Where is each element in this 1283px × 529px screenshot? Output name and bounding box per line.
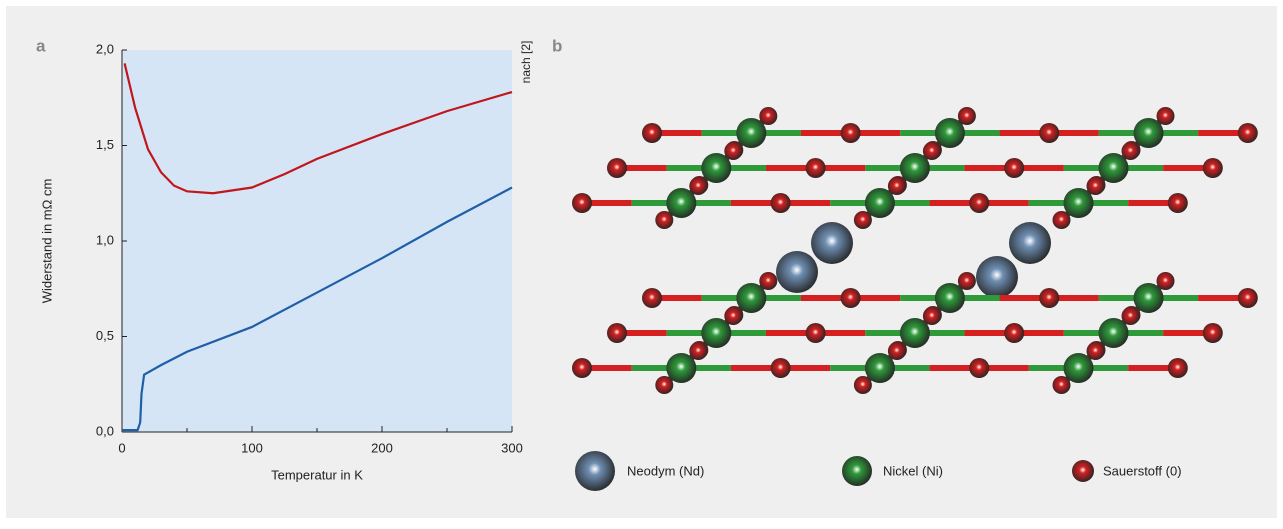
atom xyxy=(1099,318,1129,348)
y-tick-label: 1,0 xyxy=(96,232,114,247)
atom xyxy=(1087,177,1105,195)
atom xyxy=(1004,323,1024,343)
atom xyxy=(865,353,895,383)
atom xyxy=(842,456,872,486)
x-tick-label: 300 xyxy=(501,440,523,455)
y-tick-label: 0,5 xyxy=(96,328,114,343)
atom xyxy=(958,272,976,290)
atom xyxy=(736,118,766,148)
atom xyxy=(841,123,861,143)
y-tick-label: 1,5 xyxy=(96,137,114,152)
atom xyxy=(1203,323,1223,343)
atom xyxy=(865,188,895,218)
y-axis-label: Widerstand in mΩ cm xyxy=(39,179,54,304)
atom xyxy=(969,193,989,213)
legend-label: Sauerstoff (0) xyxy=(1103,463,1182,478)
atom xyxy=(935,118,965,148)
legend-label: Nickel (Ni) xyxy=(883,463,943,478)
atom xyxy=(888,177,906,195)
atom xyxy=(923,307,941,325)
atom xyxy=(1039,123,1059,143)
atom xyxy=(841,288,861,308)
x-axis-label: Temperatur in K xyxy=(271,467,363,482)
atom xyxy=(655,211,673,229)
atom xyxy=(923,142,941,160)
atom xyxy=(736,283,766,313)
atom xyxy=(771,358,791,378)
atom xyxy=(1168,193,1188,213)
atom xyxy=(806,323,826,343)
atom xyxy=(642,288,662,308)
atom xyxy=(759,272,777,290)
atom xyxy=(1238,123,1258,143)
atom xyxy=(811,222,853,264)
atom xyxy=(642,123,662,143)
atom xyxy=(701,318,731,348)
atom xyxy=(1004,158,1024,178)
x-tick-label: 0 xyxy=(118,440,125,455)
atom xyxy=(1009,222,1051,264)
atom xyxy=(607,323,627,343)
atom xyxy=(976,256,1018,298)
panel-label: b xyxy=(552,36,562,55)
atom xyxy=(607,158,627,178)
atom xyxy=(1087,342,1105,360)
atom xyxy=(575,451,615,491)
atom xyxy=(935,283,965,313)
atom xyxy=(1039,288,1059,308)
atom xyxy=(1157,272,1175,290)
atom xyxy=(724,307,742,325)
atom xyxy=(724,142,742,160)
atom xyxy=(900,153,930,183)
atom xyxy=(666,353,696,383)
atom xyxy=(1064,188,1094,218)
atom xyxy=(854,211,872,229)
x-tick-label: 100 xyxy=(241,440,263,455)
atom xyxy=(1168,358,1188,378)
legend-label: Neodym (Nd) xyxy=(627,463,704,478)
panel-label: a xyxy=(36,36,46,55)
atom xyxy=(1072,460,1094,482)
atom xyxy=(771,193,791,213)
atom xyxy=(1238,288,1258,308)
y-tick-label: 2,0 xyxy=(96,41,114,56)
atom xyxy=(1122,307,1140,325)
atom xyxy=(572,193,592,213)
atom xyxy=(689,342,707,360)
atom xyxy=(888,342,906,360)
atom xyxy=(776,251,818,293)
atom xyxy=(1064,353,1094,383)
atom xyxy=(806,158,826,178)
x-tick-label: 200 xyxy=(371,440,393,455)
y-tick-label: 0,0 xyxy=(96,423,114,438)
figure: a b nach [2] Temperatur in K Widerstand … xyxy=(0,0,1283,524)
atom xyxy=(655,376,673,394)
atom xyxy=(1203,158,1223,178)
atom xyxy=(969,358,989,378)
atom xyxy=(689,177,707,195)
plot-area xyxy=(122,50,512,432)
atom xyxy=(900,318,930,348)
atom xyxy=(1099,153,1129,183)
source-note: nach [2] xyxy=(519,41,533,84)
atom xyxy=(572,358,592,378)
atom xyxy=(666,188,696,218)
atom xyxy=(1053,211,1071,229)
atom xyxy=(1122,142,1140,160)
atom xyxy=(701,153,731,183)
atom xyxy=(1157,107,1175,125)
atom xyxy=(854,376,872,394)
atom xyxy=(1134,118,1164,148)
atom xyxy=(759,107,777,125)
atom xyxy=(1053,376,1071,394)
atom xyxy=(958,107,976,125)
atom xyxy=(1134,283,1164,313)
